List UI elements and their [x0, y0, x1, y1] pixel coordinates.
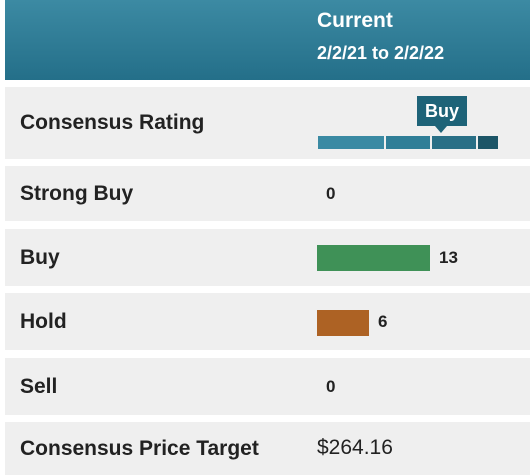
rating-label: Buy: [20, 245, 60, 269]
rating-scale-segment-strong-buy: [478, 136, 498, 149]
consensus-rating-label: Consensus Rating: [20, 111, 205, 134]
price-target-row: Consensus Price Target: [5, 422, 530, 475]
rating-row-sell: Sell 0: [5, 358, 530, 415]
price-target-value: $264.16: [317, 436, 393, 459]
rating-row-hold: Hold 6: [5, 293, 530, 350]
rating-scale-segment-buy: [432, 136, 476, 149]
consensus-rating-marker: Buy: [417, 96, 467, 126]
rating-count: 0: [326, 183, 336, 203]
rating-row-strong-buy: Strong Buy 0: [5, 166, 530, 221]
rating-scale-segment-sell: [318, 136, 384, 149]
rating-count: 13: [439, 247, 458, 267]
buy-count-bar: [317, 245, 430, 271]
date-range: 2/2/21 to 2/2/22: [317, 43, 445, 63]
current-column-title: Current: [317, 9, 393, 32]
rating-label: Sell: [20, 374, 58, 398]
rating-scale-segment-hold: [386, 136, 430, 149]
price-target-label: Consensus Price Target: [20, 436, 259, 460]
rating-count: 6: [378, 311, 388, 331]
ratings-header: Current 2/2/21 to 2/2/22: [5, 0, 530, 80]
rating-row-buy: Buy 13: [5, 229, 530, 286]
hold-count-bar: [317, 310, 369, 336]
marker-pointer-icon: [435, 126, 447, 133]
rating-count: 0: [326, 376, 336, 396]
rating-label: Strong Buy: [20, 181, 134, 205]
rating-label: Hold: [20, 309, 67, 333]
